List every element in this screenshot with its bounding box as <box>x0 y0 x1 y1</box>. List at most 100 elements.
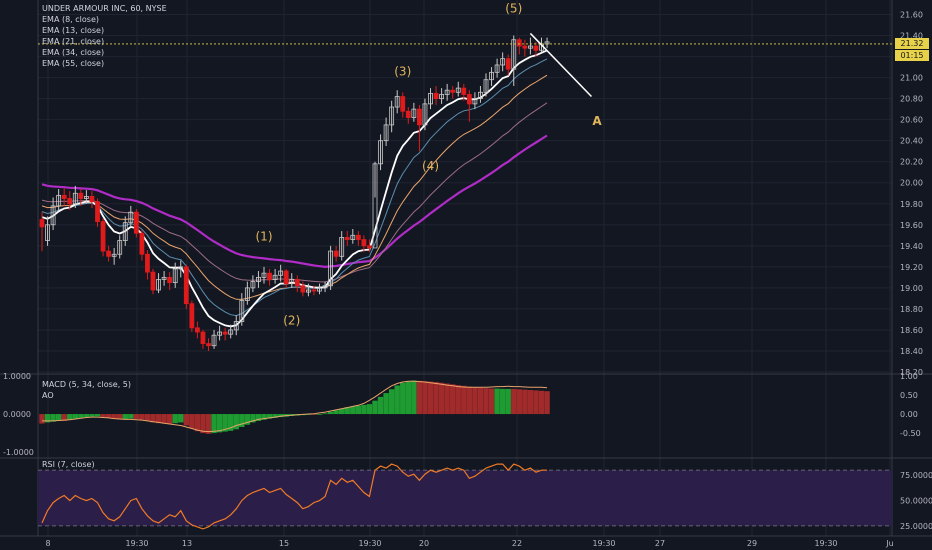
ao-bar <box>277 414 284 418</box>
wave-label: (3) <box>394 64 411 78</box>
ao-bar <box>272 414 278 418</box>
candle-up <box>528 45 533 49</box>
candle-up <box>122 222 128 241</box>
time-tick-label: 20 <box>419 539 429 548</box>
candle-up <box>261 272 267 278</box>
macd-label[interactable]: MACD (5, 34, close, 5) <box>42 380 131 389</box>
candle-up <box>178 266 184 270</box>
ao-bar <box>255 414 262 421</box>
candle-down <box>150 271 156 291</box>
ao-bar <box>94 414 101 417</box>
ao-bar <box>111 414 117 419</box>
ema13-label[interactable]: EMA (13, close) <box>42 26 105 35</box>
candle-down <box>106 250 111 257</box>
candle-up <box>411 108 417 118</box>
candle-up <box>250 281 256 289</box>
rsi-label[interactable]: RSI (7, close) <box>42 460 95 469</box>
ao-bar <box>366 404 373 415</box>
ao-bar <box>83 414 90 418</box>
ema13-line <box>41 58 548 317</box>
ao-bar <box>488 388 495 415</box>
candle-down <box>533 45 539 51</box>
candle-up <box>389 106 395 126</box>
ao-bar <box>39 414 45 424</box>
ao-bar <box>144 414 151 421</box>
ao-bar <box>216 414 223 433</box>
wave-projection-line <box>529 32 592 98</box>
candle-up <box>422 103 428 126</box>
candle-up <box>472 98 478 105</box>
price-tick-label: 20.40 <box>900 137 923 146</box>
candle-down <box>167 276 173 284</box>
candle-down <box>400 96 406 112</box>
candle-up <box>233 321 239 331</box>
candle-up <box>289 279 295 285</box>
price-tick-label: 19.20 <box>900 263 923 272</box>
ao-bar <box>322 413 328 415</box>
rsi-tick-label: 50.0000 <box>900 497 932 506</box>
candle-down <box>361 239 367 247</box>
price-tick-label: 20.20 <box>900 158 923 167</box>
candle-up <box>156 279 161 291</box>
ao-bar <box>250 414 256 423</box>
candle-down <box>294 279 300 287</box>
candle-down <box>133 211 139 234</box>
ao-bar <box>466 386 473 415</box>
ao-bar <box>427 381 434 415</box>
ao-bar <box>444 383 450 415</box>
ao-bar <box>139 414 145 420</box>
candle-down <box>505 58 511 70</box>
ao-label[interactable]: AO <box>42 391 54 400</box>
ao-bar <box>150 414 156 423</box>
candle-down <box>222 331 228 335</box>
candle-down <box>516 39 522 47</box>
ao-bar <box>211 414 217 434</box>
ao-bar <box>183 414 189 426</box>
ao-bar <box>122 414 128 420</box>
candle-up <box>217 331 223 336</box>
time-tick-label: 8 <box>45 539 50 548</box>
ema55-label[interactable]: EMA (55, close) <box>42 59 105 68</box>
time-tick-label: Ju <box>885 539 893 548</box>
time-tick-label: 19:30 <box>592 539 615 548</box>
candle-down <box>355 234 361 240</box>
wave-label: (2) <box>283 314 300 328</box>
ao-bar <box>383 393 389 415</box>
ema34-label[interactable]: EMA (34, close) <box>42 48 105 57</box>
countdown-tag: 01:15 <box>895 50 929 61</box>
ao-bar <box>361 404 367 415</box>
candle-down <box>333 250 339 257</box>
candle-up <box>489 71 494 81</box>
ema55-line <box>41 134 548 269</box>
candle-up <box>350 234 356 240</box>
axes-layer: 21.6021.4021.2021.0020.8020.6020.4020.20… <box>3 11 932 548</box>
candle-down <box>461 87 467 95</box>
macd-tick-label: -0.50 <box>900 429 921 438</box>
price-tick-label: 19.40 <box>900 242 923 251</box>
candle-down <box>466 94 472 105</box>
ao-bar <box>78 414 84 418</box>
ao-bar <box>311 414 317 415</box>
symbol-title: UNDER ARMOUR INC, 60, NYSE <box>42 4 167 13</box>
rsi-legend: RSI (7, close) <box>42 459 95 470</box>
ao-bar <box>400 382 406 415</box>
ao-bar <box>105 414 112 418</box>
ao-bar <box>333 410 339 415</box>
ema8-label[interactable]: EMA (8, close) <box>42 15 99 24</box>
candle-up <box>494 64 500 73</box>
wave-label: A <box>592 114 602 128</box>
ao-bar <box>67 414 73 420</box>
ao-bar <box>89 414 95 417</box>
macd-tick-label: 0.50 <box>900 391 918 400</box>
candle-down <box>283 270 289 285</box>
candle-up <box>455 87 461 93</box>
candle-up <box>378 140 383 165</box>
ao-bar <box>55 414 62 421</box>
ao-bar <box>50 414 56 422</box>
candle-down <box>194 327 200 333</box>
ao-bar <box>100 414 106 418</box>
ao-bar <box>516 389 522 415</box>
time-tick-label: 29 <box>747 539 757 548</box>
ema21-label[interactable]: EMA (21, close) <box>42 37 105 46</box>
ao-bar <box>455 385 461 415</box>
